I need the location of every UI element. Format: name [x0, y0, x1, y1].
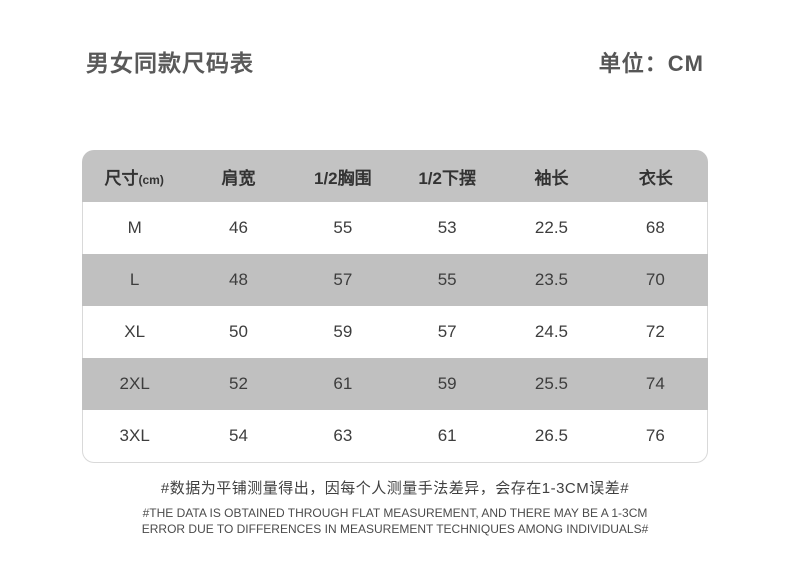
cell-value: 25.5 [499, 358, 604, 410]
cell-value: 59 [394, 358, 500, 410]
size-table: 尺寸(cm) 肩宽 1/2胸围 1/2下摆 袖长 衣长 M 46 55 53 2… [82, 150, 708, 463]
cell-value: 54 [186, 410, 291, 463]
cell-value: 63 [290, 410, 395, 463]
cell-value: 70 [603, 254, 708, 306]
cell-size: M [82, 202, 187, 254]
cell-size: 2XL [82, 358, 187, 410]
cell-value: 61 [290, 358, 395, 410]
column-header-half-chest: 1/2胸围 [290, 150, 395, 202]
cell-value: 23.5 [499, 254, 604, 306]
cell-value: 59 [290, 306, 395, 358]
cell-size: 3XL [82, 410, 187, 463]
cell-value: 50 [186, 306, 291, 358]
column-header-half-hem: 1/2下摆 [394, 150, 500, 202]
table-row-m: M 46 55 53 22.5 68 [82, 202, 708, 254]
cell-value: 74 [603, 358, 708, 410]
cell-value: 46 [186, 202, 291, 254]
cell-value: 26.5 [499, 410, 604, 463]
column-header-size-label: 尺寸 [104, 168, 139, 188]
table-row-2xl: 2XL 52 61 59 25.5 74 [82, 358, 708, 410]
cell-value: 76 [603, 410, 708, 463]
table-row-3xl: 3XL 54 63 61 26.5 76 [82, 410, 708, 463]
cell-value: 61 [394, 410, 500, 463]
cell-size: L [82, 254, 187, 306]
cell-value: 68 [603, 202, 708, 254]
column-header-size-unit: (cm) [138, 172, 164, 187]
cell-value: 52 [186, 358, 291, 410]
table-row-l: L 48 57 55 23.5 70 [82, 254, 708, 306]
cell-value: 72 [603, 306, 708, 358]
cell-value: 53 [394, 202, 500, 254]
cell-value: 55 [394, 254, 500, 306]
note-chinese: #数据为平铺测量得出，因每个人测量手法差异，会存在1-3CM误差# [160, 480, 630, 497]
cell-value: 22.5 [499, 202, 604, 254]
unit-label: 单位：CM [598, 51, 704, 76]
measurement-notes: #数据为平铺测量得出，因每个人测量手法差异，会存在1-3CM误差# #THE D… [82, 477, 708, 537]
size-chart-panel: 男女同款尺码表 单位：CM 尺寸(cm) 肩宽 1/2胸围 1/2下摆 袖长 衣… [82, 0, 708, 537]
note-english: #THE DATA IS OBTAINED THROUGH FLAT MEASU… [82, 505, 708, 537]
title-bar: 男女同款尺码表 单位：CM [82, 44, 708, 78]
cell-value: 24.5 [499, 306, 604, 358]
table-row-xl: XL 50 59 57 24.5 72 [82, 306, 708, 358]
note-english-line1: #THE DATA IS OBTAINED THROUGH FLAT MEASU… [142, 506, 648, 520]
size-table-header: 尺寸(cm) 肩宽 1/2胸围 1/2下摆 袖长 衣长 [82, 150, 708, 202]
column-header-shoulder: 肩宽 [186, 150, 291, 202]
column-header-length: 衣长 [603, 150, 708, 202]
cell-size: XL [82, 306, 187, 358]
cell-value: 57 [290, 254, 395, 306]
cell-value: 48 [186, 254, 291, 306]
cell-value: 57 [394, 306, 500, 358]
column-header-size: 尺寸(cm) [82, 150, 187, 202]
cell-value: 55 [290, 202, 395, 254]
header-row: 尺寸(cm) 肩宽 1/2胸围 1/2下摆 袖长 衣长 [82, 150, 708, 202]
column-header-sleeve: 袖长 [499, 150, 604, 202]
size-table-body: M 46 55 53 22.5 68 L 48 57 55 23.5 70 XL… [82, 202, 708, 463]
note-english-line2: ERROR DUE TO DIFFERENCES IN MEASUREMENT … [141, 522, 649, 536]
page-title: 男女同款尺码表 [86, 50, 254, 76]
